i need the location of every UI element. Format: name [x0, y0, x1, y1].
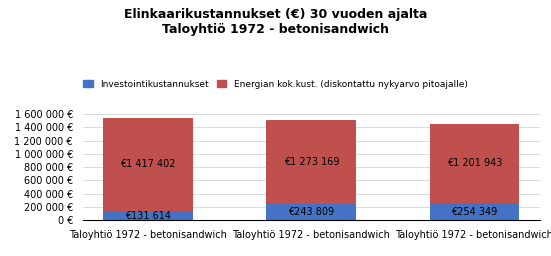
Text: €131 614: €131 614 [125, 211, 171, 221]
Text: €1 201 943: €1 201 943 [447, 158, 502, 168]
Text: Elinkaarikustannukset (€) 30 vuoden ajalta
Taloyhtiö 1972 - betonisandwich: Elinkaarikustannukset (€) 30 vuoden ajal… [124, 8, 427, 36]
Bar [430, 203, 519, 220]
Text: €254 349: €254 349 [451, 207, 498, 217]
Text: €243 809: €243 809 [288, 207, 334, 217]
Bar [104, 118, 193, 211]
Text: €1 273 169: €1 273 169 [284, 157, 339, 167]
Bar [267, 120, 356, 204]
Legend: Investointikustannukset, Energian kok.kust. (diskontattu nykyarvo pitoajalle): Investointikustannukset, Energian kok.ku… [80, 76, 471, 92]
Bar [267, 204, 356, 220]
Bar [104, 211, 193, 220]
Bar [430, 124, 519, 203]
Text: €1 417 402: €1 417 402 [121, 159, 176, 169]
